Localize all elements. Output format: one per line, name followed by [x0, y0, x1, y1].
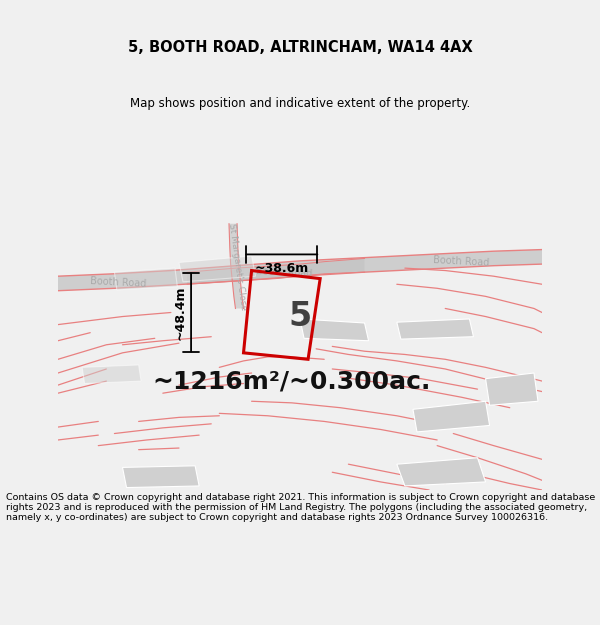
Polygon shape: [300, 319, 368, 341]
Polygon shape: [397, 319, 473, 339]
Polygon shape: [397, 458, 485, 486]
Text: 5: 5: [289, 300, 311, 333]
Text: Booth Road: Booth Road: [90, 276, 147, 289]
Polygon shape: [179, 256, 256, 282]
Polygon shape: [115, 268, 178, 290]
Text: 5, BOOTH ROAD, ALTRINCHAM, WA14 4AX: 5, BOOTH ROAD, ALTRINCHAM, WA14 4AX: [128, 41, 472, 56]
Polygon shape: [82, 365, 141, 384]
Polygon shape: [485, 373, 538, 405]
Text: ~48.4m: ~48.4m: [173, 285, 186, 340]
Polygon shape: [122, 466, 199, 488]
Text: Booth Road: Booth Road: [256, 266, 312, 279]
Text: St Margaret's Close: St Margaret's Close: [227, 222, 248, 311]
Text: Map shows position and indicative extent of the property.: Map shows position and indicative extent…: [130, 98, 470, 110]
Text: Contains OS data © Crown copyright and database right 2021. This information is : Contains OS data © Crown copyright and d…: [6, 492, 595, 522]
Polygon shape: [413, 401, 490, 432]
Polygon shape: [187, 259, 365, 284]
Polygon shape: [58, 249, 542, 291]
Text: ~1216m²/~0.300ac.: ~1216m²/~0.300ac.: [153, 369, 431, 393]
Text: Booth Road: Booth Road: [433, 255, 490, 268]
Polygon shape: [229, 224, 244, 309]
Text: ~38.6m: ~38.6m: [255, 262, 309, 276]
